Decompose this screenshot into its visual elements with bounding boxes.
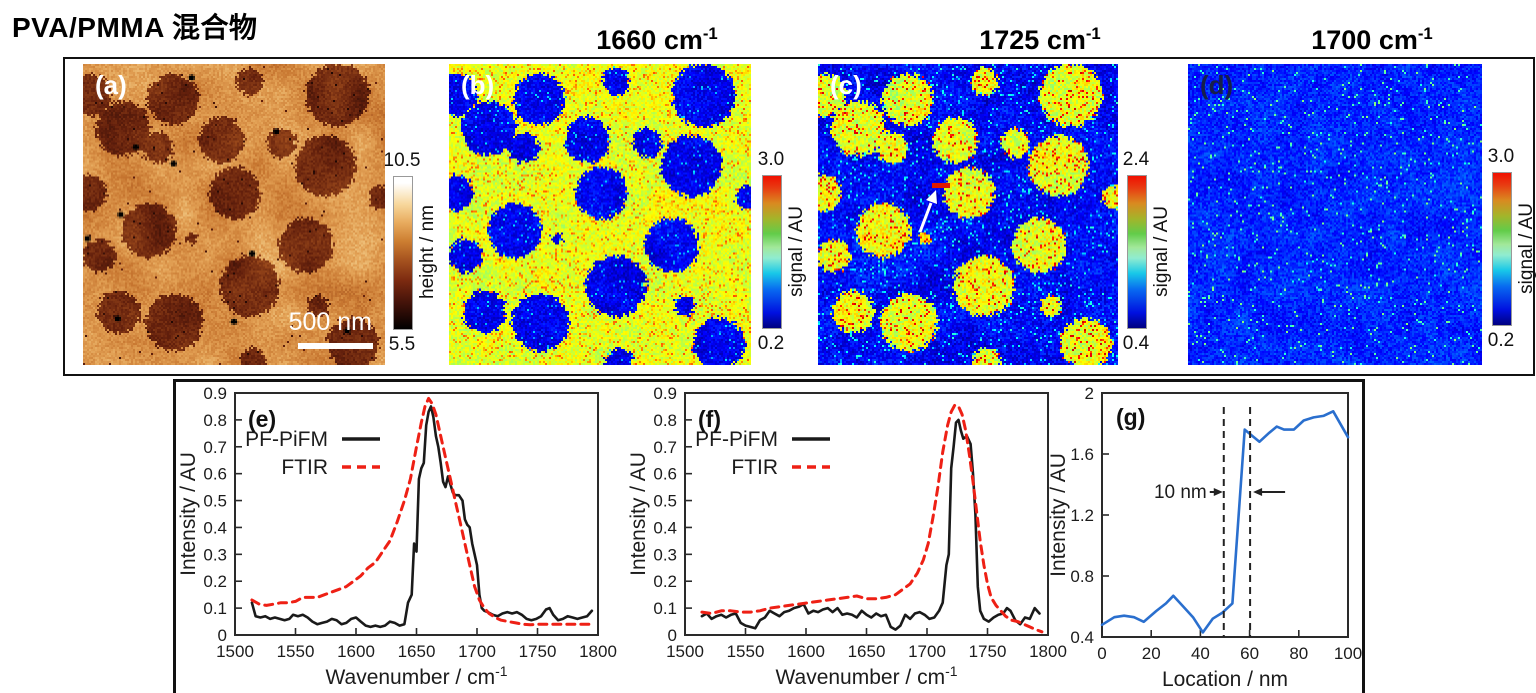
panel-letter-c: (c) (830, 70, 862, 100)
panel-letter-a: (a) (95, 70, 127, 100)
svg-text:1650: 1650 (398, 642, 436, 661)
bottom-row-box (173, 379, 1365, 693)
scale-bar-label: 500 nm (288, 308, 372, 336)
svg-text:60: 60 (1240, 644, 1259, 663)
colorbar-min-value: 0.2 (757, 333, 785, 354)
svg-text:0.4: 0.4 (653, 518, 677, 537)
svg-text:FTIR: FTIR (731, 456, 778, 479)
colorbar-jet-gradient (1127, 175, 1147, 329)
colorbar-min-value: 0.2 (1487, 330, 1515, 351)
svg-text:1650: 1650 (848, 642, 886, 661)
svg-text:1600: 1600 (787, 642, 825, 661)
pifm-map-1700-image (1188, 64, 1482, 365)
svg-text:0.6: 0.6 (203, 465, 227, 484)
svg-text:(f): (f) (698, 406, 721, 432)
colorbar-max-value: 3.0 (1487, 146, 1515, 167)
svg-text:0.1: 0.1 (203, 599, 227, 618)
svg-text:1800: 1800 (579, 642, 617, 661)
svg-text:0.7: 0.7 (203, 438, 227, 457)
column-header-1700: 1700 cm-1 (1311, 24, 1433, 55)
colorbar-jet-gradient (762, 175, 782, 329)
svg-text:0.8: 0.8 (203, 411, 227, 430)
line-profile-plot-g: 0 20 40 60 80 100 0.4 0.8 1.2 1.6 2 Location / nm In… (1047, 384, 1362, 691)
svg-text:0.2: 0.2 (203, 572, 227, 591)
svg-text:0.1: 0.1 (653, 599, 677, 618)
svg-text:1700: 1700 (458, 642, 496, 661)
profile-line-marker (932, 183, 950, 188)
afm-height-image (83, 64, 385, 365)
colorbar-axis-label: signal / AU (1151, 205, 1172, 297)
svg-text:1.2: 1.2 (1070, 506, 1094, 525)
svg-text:(e): (e) (248, 406, 276, 432)
svg-text:0.2: 0.2 (653, 572, 677, 591)
colorbar-axis-label: height / nm (417, 205, 438, 299)
pifm-map-1725-image (818, 64, 1118, 365)
colorbar-max-value: 10.5 (383, 150, 421, 171)
svg-text:0.3: 0.3 (203, 545, 227, 564)
svg-text:Location / nm: Location / nm (1162, 668, 1288, 691)
arrow-head-icon (926, 190, 937, 204)
arrow-icon (918, 202, 933, 233)
svg-text:0: 0 (1097, 644, 1106, 663)
svg-text:0.7: 0.7 (653, 438, 677, 457)
svg-text:Intensity / AU: Intensity / AU (1047, 453, 1070, 577)
svg-text:10 nm: 10 nm (1154, 482, 1207, 503)
svg-text:PF-PiFM: PF-PiFM (245, 428, 328, 451)
svg-text:Wavenumber / cm-1: Wavenumber / cm-1 (325, 663, 507, 689)
profile-marker-overlay (918, 183, 950, 233)
svg-text:0.3: 0.3 (653, 545, 677, 564)
column-header-1725: 1725 cm-1 (979, 24, 1101, 55)
svg-text:0.6: 0.6 (653, 465, 677, 484)
svg-text:PF-PiFM: PF-PiFM (695, 428, 778, 451)
svg-text:0.8: 0.8 (1070, 567, 1094, 586)
pifm-map-1660-image (449, 64, 751, 365)
svg-text:1600: 1600 (337, 642, 375, 661)
spectrum-plot-e: 1500 1550 1600 1650 1700 1750 1800 0 0.1 0.2 0.3 0.… (177, 384, 617, 689)
svg-text:Intensity / AU: Intensity / AU (177, 452, 200, 576)
svg-text:1.6: 1.6 (1070, 445, 1094, 464)
svg-text:1550: 1550 (727, 642, 765, 661)
svg-text:0.9: 0.9 (653, 384, 677, 403)
svg-text:Wavenumber / cm-1: Wavenumber / cm-1 (775, 663, 957, 689)
svg-text:0.9: 0.9 (203, 384, 227, 403)
colorbar-min-value: 0.4 (1122, 333, 1150, 354)
colorbar-jet-gradient (1492, 172, 1512, 326)
colorbar-min-value: 5.5 (388, 334, 416, 355)
svg-text:FTIR: FTIR (281, 456, 328, 479)
svg-text:20: 20 (1142, 644, 1161, 663)
svg-text:1500: 1500 (666, 642, 704, 661)
svg-text:80: 80 (1289, 644, 1308, 663)
panel-letter-d: (d) (1200, 70, 1234, 100)
svg-text:0.4: 0.4 (203, 518, 227, 537)
svg-text:0.5: 0.5 (203, 492, 227, 511)
svg-text:1700: 1700 (908, 642, 946, 661)
svg-text:0: 0 (218, 626, 227, 645)
svg-text:0.4: 0.4 (1070, 628, 1094, 647)
svg-text:0.5: 0.5 (653, 492, 677, 511)
panel-letter-b: (b) (461, 70, 495, 100)
colorbar-height-gradient (393, 176, 413, 330)
colorbar-axis-label: signal / AU (1516, 202, 1536, 294)
svg-text:1550: 1550 (277, 642, 315, 661)
svg-text:100: 100 (1334, 644, 1362, 663)
svg-text:2: 2 (1085, 384, 1094, 403)
figure-title: PVA/PMMA 混合物 (12, 12, 258, 43)
colorbar-max-value: 3.0 (757, 149, 785, 170)
colorbar-axis-label: signal / AU (786, 205, 807, 297)
svg-text:Intensity / AU: Intensity / AU (627, 452, 650, 576)
svg-text:1500: 1500 (216, 642, 254, 661)
column-header-1660: 1660 cm-1 (596, 24, 718, 55)
svg-text:0: 0 (668, 626, 677, 645)
scale-bar (298, 343, 373, 349)
svg-text:40: 40 (1191, 644, 1210, 663)
svg-text:(g): (g) (1116, 404, 1145, 430)
svg-text:0.8: 0.8 (653, 411, 677, 430)
svg-text:1750: 1750 (519, 642, 557, 661)
colorbar-max-value: 2.4 (1122, 149, 1150, 170)
svg-text:1800: 1800 (1029, 642, 1067, 661)
svg-text:1750: 1750 (969, 642, 1007, 661)
spectrum-plot-f: 1500 1550 1600 1650 1700 1750 1800 0 0.1 0.2 0.3 0.… (627, 384, 1067, 689)
